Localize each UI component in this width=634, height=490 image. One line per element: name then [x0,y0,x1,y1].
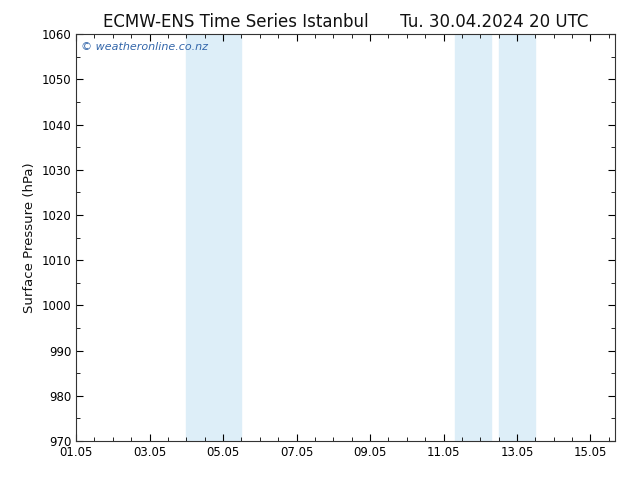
Text: © weatheronline.co.nz: © weatheronline.co.nz [81,43,209,52]
Title: ECMW-ENS Time Series Istanbul      Tu. 30.04.2024 20 UTC: ECMW-ENS Time Series Istanbul Tu. 30.04.… [103,13,588,31]
Bar [455,34,491,441]
Bar [498,34,535,441]
Y-axis label: Surface Pressure (hPa): Surface Pressure (hPa) [23,162,36,313]
Bar [186,34,242,441]
